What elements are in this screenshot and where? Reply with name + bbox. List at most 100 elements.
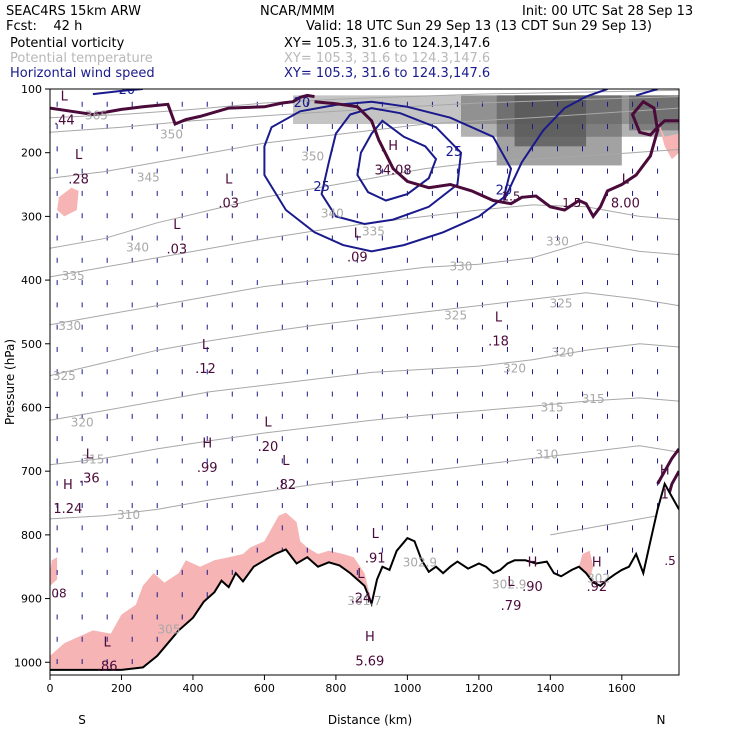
axes-layer: 0 200 400 600 800 1000 1200 1400 1600 100 200 300 40…: [14, 83, 636, 695]
x-tick-label-3: 600: [254, 682, 275, 695]
pv-fill-blob-1: [57, 187, 79, 217]
plot-frame: [49, 88, 680, 676]
x-tick-label-4: 800: [325, 682, 346, 695]
wind-contour-2: [263, 100, 513, 253]
pv-partial-label-0: .08: [48, 586, 67, 600]
model-title: SEAC4RS 15km ARW: [6, 4, 142, 19]
wind-label-1: 20: [294, 96, 311, 111]
theta-label-14: 320: [503, 361, 526, 375]
theta-label-8: 315: [81, 453, 104, 467]
theta-contour-9: [50, 445, 679, 520]
x-axis-label: Distance (km): [328, 713, 412, 727]
y-tick-label-4: 500: [21, 338, 42, 351]
theta-contour-2: [50, 107, 679, 179]
theta-label-11: 330: [450, 260, 473, 274]
wind-label-0: 20: [119, 83, 136, 98]
y-tick-label-3: 400: [21, 274, 42, 287]
extremum-value-9: .20: [258, 440, 279, 455]
theta-label-13: 325: [550, 296, 573, 310]
extremum-L-12: L: [86, 447, 94, 462]
terrain-line: [50, 481, 679, 671]
pv-label-1: 1.5: [562, 196, 581, 210]
extremum-value-8: .12: [195, 362, 216, 377]
y-tick-label-2: 300: [21, 210, 42, 223]
extremum-H-13: H: [63, 478, 73, 493]
extremum-value-22: 3.85: [103, 720, 132, 735]
extremum-value-21: .86: [97, 660, 118, 675]
theta-label-15: 320: [551, 346, 574, 360]
y-tick-label-0: 100: [21, 83, 42, 96]
extremum-H-16: H: [528, 556, 538, 571]
extremum-value-3: .03: [167, 242, 188, 257]
terrain-fill: [50, 483, 679, 675]
wind-label-4: 25: [313, 180, 330, 195]
extremum-H-19: H: [660, 463, 670, 478]
theta-contour-0: [50, 89, 679, 119]
extremum-value-18: .92: [586, 580, 607, 595]
x-tick-label-5: 1000: [393, 682, 421, 695]
extremum-value-10: .99: [197, 461, 218, 476]
extremum-value-7: .18: [488, 335, 509, 350]
theta-contour-8: [50, 397, 679, 466]
theta-contour-6: [50, 292, 679, 377]
extremum-value-13: 1.24: [53, 502, 82, 517]
y-axis-label: Pressure (hPa): [3, 339, 17, 425]
pv-contour-0: [50, 93, 315, 126]
theta-label-22: 301.7: [347, 594, 381, 608]
y-tick-label-5: 600: [21, 401, 42, 414]
theta-label-23: 302: [587, 572, 610, 586]
wind-contour-0: [356, 119, 438, 202]
pv-label-0: 1.5: [501, 189, 520, 203]
wind-label-2: 25: [446, 145, 463, 160]
theta-contour-1: [50, 96, 679, 133]
theta-label-7: 320: [71, 416, 94, 430]
theta-label-24: 305: [158, 623, 181, 637]
forecast-hour: Fcst: 42 h: [6, 19, 83, 34]
theta-label-21: 302.9: [403, 556, 437, 570]
theta-label-10: 335: [362, 225, 385, 239]
y-tick-label-8: 900: [21, 593, 42, 606]
wind-contour-1: [320, 107, 463, 226]
theta-label-16: 315: [541, 400, 564, 414]
extremum-value-1: .28: [68, 172, 89, 187]
field-xy-pv: XY= 105.3, 31.6 to 124.3,147.6: [284, 36, 491, 51]
theta-label-2: 345: [137, 170, 160, 184]
extremum-value-15: .24: [351, 591, 372, 606]
x-tick-label-2: 400: [182, 682, 203, 695]
extremum-L-3: L: [173, 218, 181, 233]
extremum-L-8: L: [202, 338, 210, 353]
wind-open-contour-1: [502, 89, 608, 201]
field-name-theta: Potential temperature: [10, 51, 153, 66]
x-tick-label-6: 1200: [465, 682, 493, 695]
extremum-value-16: .90: [522, 580, 543, 595]
theta-contour-layer: [50, 89, 679, 536]
endpoint-south: S: [78, 713, 86, 727]
extremum-L-1: L: [75, 148, 83, 163]
extremum-H-20: H: [365, 630, 375, 645]
theta-label-12: 325: [444, 309, 467, 323]
extremum-H-10: H: [202, 437, 212, 452]
contour-label-layer: 365 350 345 340 335 330 325 320 315 310 335 330 325 3…: [48, 83, 676, 735]
theta-label-18: 310: [535, 447, 558, 461]
extremum-L-5: L: [354, 226, 362, 241]
extremum-value-4: 34.08: [374, 163, 411, 178]
extremum-L-14: L: [372, 527, 380, 542]
extremum-H-18: H: [592, 556, 602, 571]
theta-label-25: 340: [321, 207, 344, 221]
pv-fill-blob-4: [578, 550, 594, 580]
extremum-L-6: L: [622, 172, 630, 187]
pv-fill-blob-0: [50, 512, 372, 670]
x-tick-label-0: 0: [47, 682, 54, 695]
extremum-value-19: 1: [661, 488, 669, 503]
organization-label: NCAR/MMM: [260, 4, 335, 19]
x-tick-label-7: 1400: [536, 682, 564, 695]
extremum-value-0: .44: [54, 114, 75, 129]
extremum-value-11: .82: [276, 478, 297, 493]
extremum-H-22: H: [113, 696, 123, 711]
valid-time: Valid: 18 UTC Sun 29 Sep 13 (13 CDT Sun …: [306, 19, 652, 34]
extremum-L-9: L: [264, 416, 272, 431]
theta-label-19: 330: [546, 235, 569, 249]
theta-label-9: 310: [117, 508, 140, 522]
theta-label-0: 365: [85, 109, 108, 123]
